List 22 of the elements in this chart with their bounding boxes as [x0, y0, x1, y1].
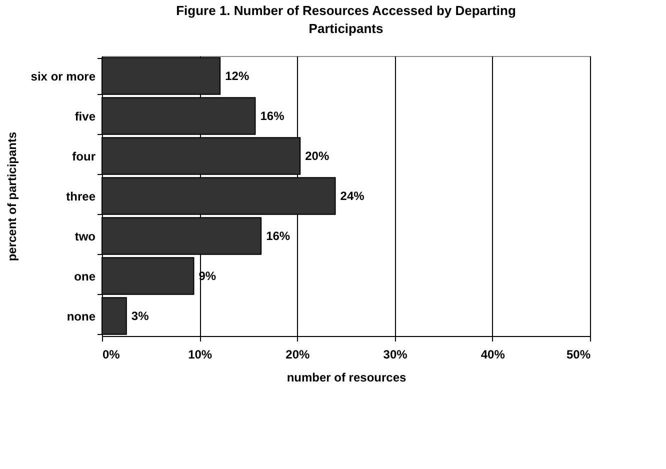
data-label: 20%: [305, 149, 330, 163]
y-tick-label: six or more: [30, 70, 96, 84]
chart-title: Figure 1. Number of Resources Accessed by Departing Participants: [176, 3, 516, 36]
y-tick-label: one: [74, 270, 96, 284]
y-tick-label: none: [66, 310, 96, 324]
data-label: 3%: [131, 309, 150, 323]
y-tick-label: three: [66, 190, 96, 204]
y-tick-label: two: [74, 230, 96, 244]
x-tick-label: 40%: [480, 348, 506, 362]
x-tick-label: 0%: [102, 348, 120, 362]
data-label: 24%: [340, 189, 365, 203]
y-tick-label: four: [72, 150, 96, 164]
x-tick-label: 10%: [188, 348, 212, 362]
x-tick-label: 20%: [286, 348, 310, 362]
y-axis-title: percent of participants: [4, 131, 19, 262]
x-axis-title: number of resources: [286, 370, 407, 384]
y-tick-label: five: [74, 110, 96, 124]
x-tick-label: 30%: [383, 348, 408, 362]
x-tick-label: 50%: [566, 348, 591, 362]
data-label: 16%: [260, 109, 285, 123]
data-label: 12%: [225, 69, 250, 83]
data-label: 16%: [266, 229, 290, 243]
